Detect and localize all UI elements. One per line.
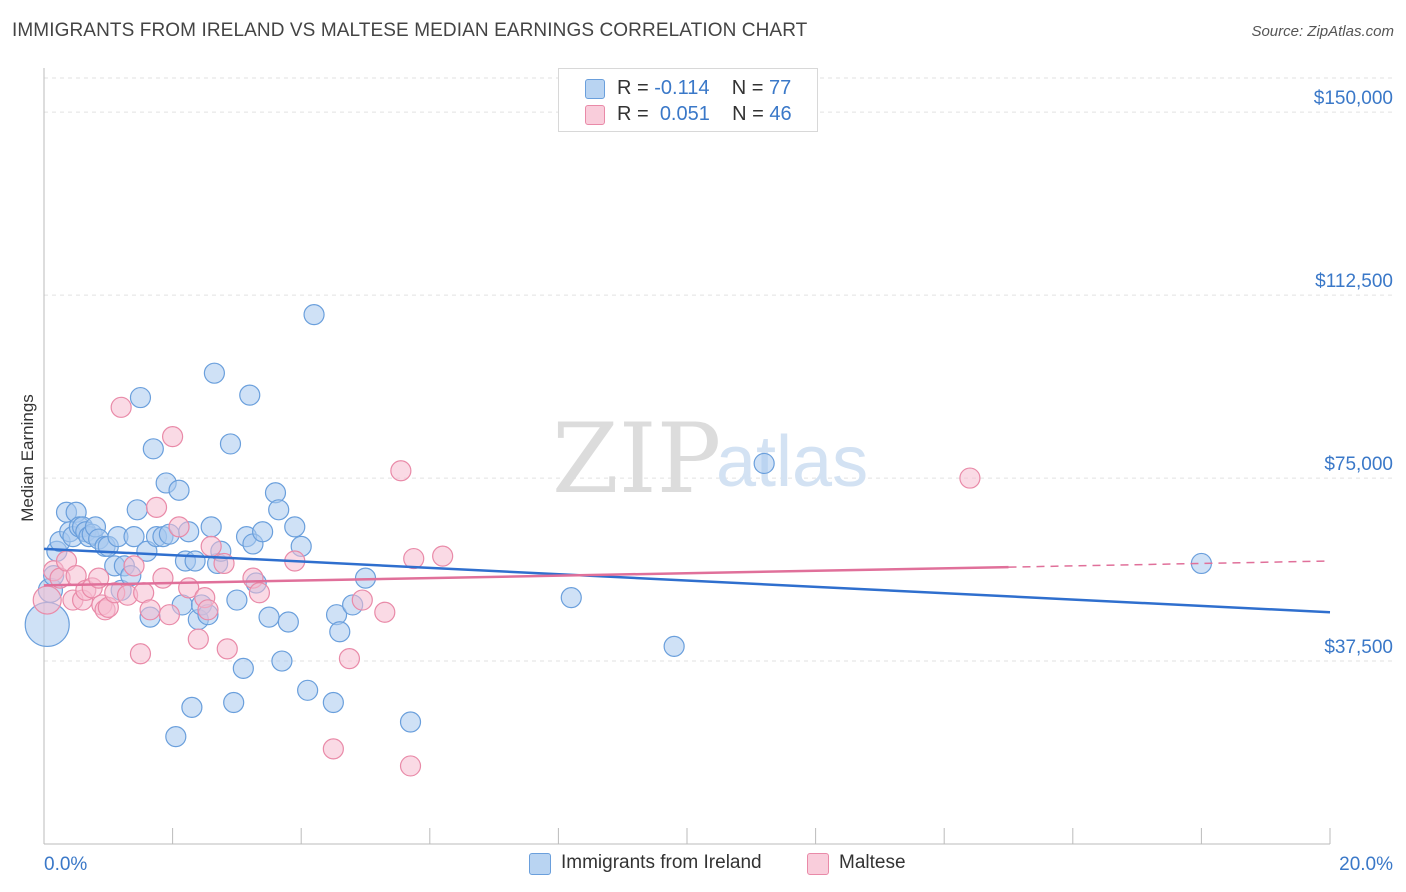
data-point-ireland — [168, 479, 190, 501]
data-point-ireland — [322, 691, 344, 714]
bottom-legend-label: Maltese — [839, 852, 906, 873]
y-tick-label: $112,500 — [1315, 271, 1393, 292]
data-point-maltese — [399, 755, 422, 777]
data-point-maltese — [322, 738, 344, 760]
trend-line-maltese — [43, 565, 1009, 587]
x-tick-label-min: 0.0% — [44, 854, 87, 875]
watermark: ZIP atlas — [552, 403, 868, 515]
trend-line-ireland — [43, 547, 1331, 614]
data-point-ireland — [226, 589, 248, 611]
legend-n-label: N = — [732, 103, 764, 125]
legend-r-value: -0.114 — [654, 77, 710, 99]
data-point-maltese — [390, 460, 412, 482]
legend-swatch-blue — [585, 79, 605, 99]
data-point-ireland — [181, 696, 203, 718]
data-point-ireland — [252, 521, 274, 543]
data-point-ireland — [184, 550, 206, 572]
data-point-ireland — [200, 516, 222, 538]
legend-r-label: R = — [617, 103, 649, 125]
trend-lines — [43, 547, 1331, 614]
data-point-ireland — [268, 499, 290, 521]
data-point-ireland — [126, 499, 148, 521]
data-point-ireland — [399, 711, 422, 733]
data-point-ireland — [258, 606, 280, 628]
data-point-maltese — [158, 604, 180, 626]
data-point-maltese — [168, 516, 190, 538]
x-tick-label-max: 20.0% — [1339, 854, 1393, 875]
watermark-atlas: atlas — [716, 422, 868, 502]
data-points — [24, 304, 1213, 777]
legend-swatch-pink — [585, 105, 605, 125]
data-point-maltese — [197, 599, 219, 621]
bottom-legend-label: Immigrants from Ireland — [561, 852, 762, 873]
chart-title: IMMIGRANTS FROM IRELAND VS MALTESE MEDIA… — [12, 20, 808, 41]
data-point-maltese — [351, 589, 373, 611]
y-tick-label: $150,000 — [1314, 88, 1393, 109]
data-point-maltese — [152, 567, 174, 589]
legend-r-label: R = — [617, 77, 649, 99]
data-point-ireland — [142, 438, 164, 460]
data-point-ireland — [271, 650, 293, 672]
data-point-maltese — [162, 426, 184, 448]
data-point-ireland — [560, 587, 582, 609]
legend-n-value: 46 — [769, 103, 792, 125]
data-point-ireland — [284, 516, 306, 538]
data-point-maltese — [200, 535, 222, 557]
watermark-zip: ZIP — [552, 403, 721, 515]
data-point-maltese — [123, 555, 145, 577]
legend-r-value: 0.051 — [659, 103, 710, 125]
data-point-maltese — [432, 545, 454, 567]
data-point-ireland — [753, 452, 775, 475]
data-point-maltese — [248, 582, 271, 604]
data-point-ireland — [329, 621, 351, 643]
data-point-maltese — [374, 601, 396, 623]
data-point-ireland — [203, 362, 225, 384]
data-point-ireland — [232, 657, 254, 679]
data-point-ireland — [297, 679, 319, 701]
trend-line-maltese-extension — [1008, 560, 1331, 568]
data-point-ireland — [663, 635, 685, 658]
data-point-ireland — [165, 726, 187, 748]
data-point-ireland — [219, 433, 242, 455]
data-point-maltese — [129, 643, 152, 665]
data-point-maltese — [145, 496, 168, 518]
correlation-legend: R = -0.114 N = 77 R = 0.051 N = 46 — [558, 68, 818, 132]
legend-n-value: 77 — [768, 77, 792, 99]
data-point-maltese — [338, 647, 361, 670]
data-point-maltese — [32, 585, 62, 615]
data-point-ireland — [303, 304, 325, 326]
bottom-legend-swatch-pink — [807, 853, 829, 875]
y-tick-label: $37,500 — [1324, 637, 1393, 658]
legend-n-label: N = — [731, 77, 764, 99]
data-point-ireland — [129, 386, 152, 409]
y-axis-title: Median Earnings — [18, 394, 37, 522]
data-point-ireland — [123, 526, 145, 548]
data-point-ireland — [223, 691, 245, 714]
data-point-maltese — [403, 547, 425, 570]
bottom-legend-swatch-blue — [529, 853, 551, 875]
data-point-ireland — [136, 540, 158, 562]
data-point-maltese — [139, 599, 161, 621]
data-point-maltese — [216, 638, 238, 660]
y-tick-labels: $37,500 $75,000 $112,500 $150,000 — [1314, 88, 1393, 658]
data-point-ireland — [277, 611, 299, 633]
data-point-ireland — [239, 384, 261, 406]
axes — [43, 68, 1331, 845]
y-tick-label: $75,000 — [1324, 454, 1393, 475]
source-label: Source: ZipAtlas.com — [1251, 23, 1394, 40]
data-point-maltese — [959, 467, 981, 489]
data-point-maltese — [110, 396, 132, 418]
data-point-maltese — [187, 628, 209, 650]
